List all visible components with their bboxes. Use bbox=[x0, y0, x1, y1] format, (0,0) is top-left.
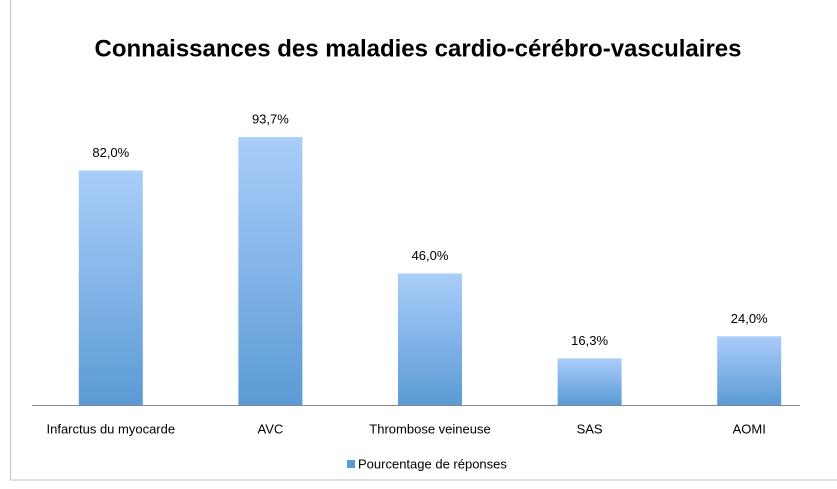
value-label: 24,0% bbox=[731, 311, 768, 326]
bar bbox=[398, 273, 462, 405]
x-tick-label: AOMI bbox=[733, 421, 766, 436]
bar bbox=[717, 336, 782, 405]
bar bbox=[238, 137, 303, 405]
value-label: 16,3% bbox=[571, 333, 608, 348]
legend-label: Pourcentage de réponses bbox=[358, 456, 507, 471]
x-tick-label: AVC bbox=[258, 421, 284, 436]
chart-frame bbox=[10, 0, 837, 481]
x-tick-label: SAS bbox=[577, 421, 603, 436]
x-tick-label: Thrombose veineuse bbox=[369, 421, 490, 436]
bar bbox=[78, 170, 143, 405]
chart-title: Connaissances des maladies cardio-cérébr… bbox=[95, 35, 742, 62]
x-tick-label: Infarctus du myocarde bbox=[46, 421, 175, 436]
value-label: 93,7% bbox=[252, 111, 289, 126]
legend-swatch bbox=[347, 460, 355, 468]
value-label: 46,0% bbox=[412, 248, 449, 263]
value-label: 82,0% bbox=[92, 145, 129, 160]
bar bbox=[557, 358, 622, 405]
